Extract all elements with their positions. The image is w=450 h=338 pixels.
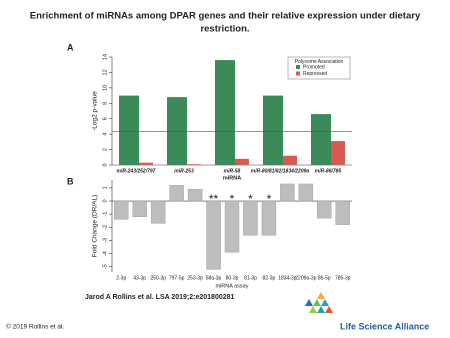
bar [169, 185, 184, 202]
bar [224, 200, 240, 253]
bar [280, 183, 295, 202]
significance: * [230, 192, 235, 206]
bar [206, 200, 221, 270]
legend-title: Polysome Association [295, 59, 344, 65]
x-tick-label: 2-3p [116, 275, 126, 281]
x-axis-label: miRNA assay [215, 283, 248, 289]
x-tick-label: miR-243/252/797 [117, 168, 156, 174]
x-tick-label: 785-3p [335, 275, 351, 281]
legend-swatch [296, 65, 300, 69]
x-tick-label: 82-3p [263, 275, 276, 281]
x-tick-label: miR-58 [224, 168, 241, 174]
bar [317, 200, 332, 219]
logo-text: Life Science Alliance [340, 321, 429, 331]
bar [298, 183, 314, 202]
bar [132, 200, 147, 217]
x-tick-label: miR-253 [174, 168, 194, 174]
y-tick-label: 12 [102, 69, 108, 75]
bar [335, 200, 350, 225]
y-tick-label: 0 [102, 199, 108, 202]
y-tick-label: 2 [102, 148, 108, 151]
bar [139, 162, 153, 165]
x-tick-label: 86-5p [318, 275, 331, 281]
legend-box [287, 56, 351, 80]
bar [114, 200, 129, 220]
panel-label: A [67, 42, 74, 52]
y-axis-label: Fold Change (DR/AL) [92, 195, 99, 258]
y-tick-label: 8 [102, 102, 108, 105]
y-tick-label: 10 [102, 85, 108, 91]
y-tick-label: 14 [102, 54, 108, 60]
y-tick-label: -1 [102, 212, 108, 217]
y-tick-label: -3 [102, 238, 108, 243]
bar [187, 164, 201, 165]
x-tick-label: 2209a-3p [295, 275, 316, 281]
title: restriction. [200, 24, 249, 35]
bar [311, 114, 331, 165]
title: Enrichment of miRNAs among DPAR genes an… [30, 11, 421, 22]
y-tick-label: -2 [102, 225, 108, 230]
x-tick-label: miR-80/81/82/1834/2209a [251, 168, 310, 174]
bar [215, 60, 235, 166]
bar [243, 200, 258, 236]
bar [167, 97, 187, 165]
x-tick-label: 43-3p [133, 275, 146, 281]
bar [261, 200, 277, 236]
y-tick-label: -4 [102, 251, 108, 256]
legend-label: Promoted [303, 64, 325, 70]
y-tick-label: 6 [102, 117, 108, 120]
y-tick-label: 1 [102, 186, 108, 189]
bar [331, 141, 345, 165]
bar [119, 95, 139, 165]
significance: ** [209, 192, 219, 206]
logo-mark [305, 292, 333, 313]
y-tick-label: -5 [102, 264, 108, 269]
bar [187, 188, 203, 202]
x-tick-label: 250-3p [150, 275, 166, 281]
bar [235, 158, 249, 165]
x-tick-label: 58a-3p [206, 275, 222, 281]
bar [283, 155, 297, 165]
panel-label: B [67, 176, 74, 186]
x-tick-label: miR-86/785 [315, 168, 342, 174]
citation: Jarod A Rollins et al. LSA 2019;2:e20180… [85, 294, 235, 301]
significance: * [248, 192, 253, 206]
legend-label: Repressed [303, 71, 327, 77]
x-tick-label: 797-5p [169, 275, 185, 281]
y-axis-label: -Log2 p-value [92, 91, 99, 131]
x-tick-label: 80-3p [226, 275, 239, 281]
bar [150, 200, 166, 224]
y-tick-label: 0 [102, 163, 108, 166]
x-tick-label: 253-3p [187, 275, 203, 281]
x-tick-label: 81-3p [244, 275, 257, 281]
legend-swatch [296, 71, 300, 76]
y-tick-label: 4 [102, 133, 108, 136]
copyright: © 2019 Rollins et al. [6, 323, 64, 331]
x-tick-label: 1834-3p [278, 275, 297, 281]
bar [263, 95, 283, 165]
x-axis-label: miRNA [223, 175, 241, 181]
significance: * [267, 192, 272, 206]
